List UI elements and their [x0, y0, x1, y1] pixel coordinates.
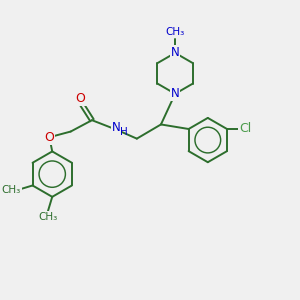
Text: O: O	[44, 131, 54, 144]
Text: CH₃: CH₃	[38, 212, 58, 222]
Text: Cl: Cl	[239, 122, 252, 136]
Text: CH₃: CH₃	[2, 185, 21, 195]
Text: O: O	[76, 92, 85, 105]
Text: CH₃: CH₃	[166, 28, 185, 38]
Text: N: N	[112, 122, 121, 134]
Text: N: N	[171, 46, 179, 59]
Text: N: N	[171, 87, 179, 100]
Text: H: H	[120, 127, 127, 136]
